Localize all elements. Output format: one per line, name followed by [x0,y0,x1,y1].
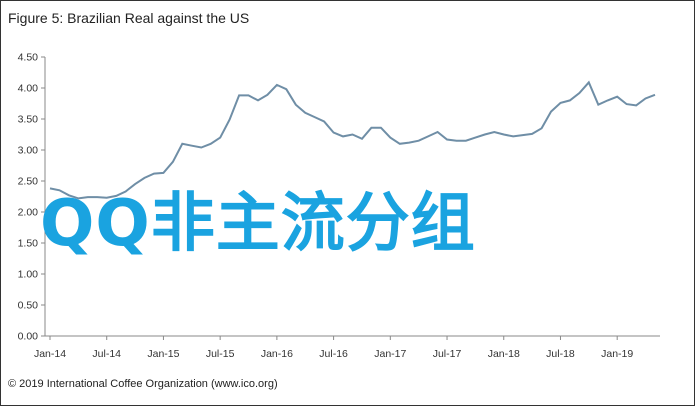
x-tick-label: Jan-17 [374,348,406,360]
x-tick-label: Jan-16 [261,348,293,360]
chart-axes [44,57,660,337]
y-tick-label: 3.00 [18,145,39,157]
chart-title: Figure 5: Brazilian Real against the US [8,10,250,26]
x-tick-label: Jan-14 [34,348,66,360]
y-tick-label: 0.50 [18,300,39,312]
watermark-overlay-text: QQ非主流分组 [40,187,476,261]
x-axis-ticks: Jan-14 Jul-14 Jan-15 Jul-15 Jan-16 Jul-16 Jan-… [34,336,633,360]
y-tick-label: 0.00 [18,331,39,343]
y-tick-label: 1.00 [18,269,39,281]
x-tick-label: Jul-18 [546,348,575,360]
y-tick-label: 4.50 [18,52,39,64]
x-tick-label: Jul-16 [319,348,348,360]
copyright-note: © 2019 International Coffee Organization… [8,378,278,390]
x-tick-label: Jan-15 [147,348,179,360]
y-tick-label: 3.50 [18,114,39,126]
y-tick-label: 4.00 [18,83,39,95]
series-line [49,80,656,200]
x-tick-label: Jul-14 [92,348,121,360]
y-tick-label: 2.50 [18,176,39,188]
x-tick-label: Jan-18 [488,348,520,360]
y-tick-label: 2.00 [18,207,39,219]
x-tick-label: Jul-17 [433,348,462,360]
x-tick-label: Jul-15 [206,348,235,360]
x-tick-label: Jan-19 [601,348,633,360]
y-tick-label: 1.50 [18,238,39,250]
y-axis-ticks: 0.00 0.50 1.00 1.50 2.00 2.50 3.00 3.50 4.00 4.50 [18,52,45,343]
